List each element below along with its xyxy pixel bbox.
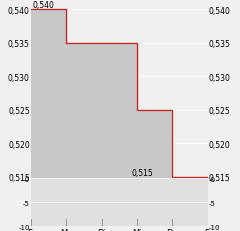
Text: 0,540: 0,540: [33, 1, 55, 10]
Text: 0,515: 0,515: [132, 168, 154, 177]
